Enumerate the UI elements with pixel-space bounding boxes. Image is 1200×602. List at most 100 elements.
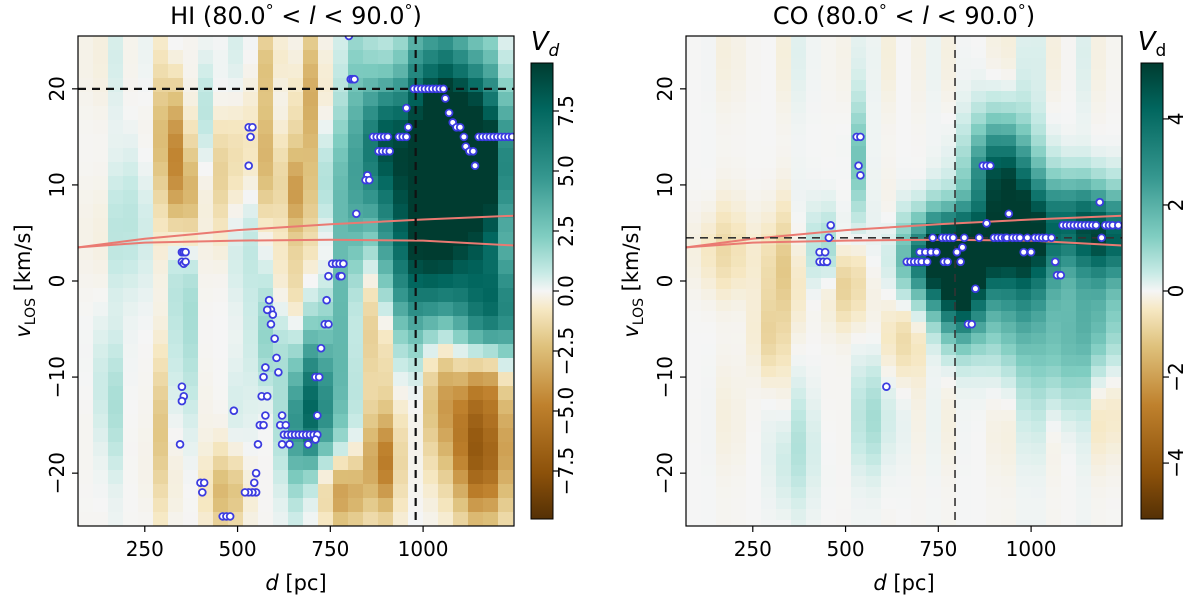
heatmap-cell — [716, 190, 732, 202]
heatmap-cell — [453, 78, 469, 93]
heatmap-cell — [213, 372, 229, 387]
heatmap-cell — [513, 470, 514, 485]
heatmap-cell — [1001, 377, 1017, 389]
heatmap-cell — [423, 470, 439, 485]
heatmap-cell — [213, 386, 229, 401]
peak-marker — [225, 512, 235, 521]
heatmap-cell — [896, 366, 912, 378]
heatmap-cell — [881, 146, 897, 158]
hi-title-l: l — [309, 2, 316, 30]
heatmap-cell — [393, 274, 409, 289]
heatmap-cell — [866, 256, 882, 268]
heatmap-cell — [108, 64, 124, 79]
heatmap-cell — [941, 36, 957, 48]
heatmap-cell — [896, 58, 912, 70]
heatmap-cell — [806, 36, 822, 48]
heatmap-cell — [228, 330, 244, 345]
heatmap-cell — [513, 498, 514, 513]
heatmap-cell — [513, 190, 514, 205]
heatmap-cell — [686, 300, 702, 312]
heatmap-cell — [1121, 201, 1122, 213]
heatmap-cell — [1031, 91, 1047, 103]
heatmap-cell — [821, 179, 837, 191]
heatmap-cell — [393, 386, 409, 401]
heatmap-cell — [78, 302, 94, 317]
heatmap-cell — [378, 162, 394, 177]
heatmap-cell — [731, 267, 747, 279]
heatmap-cell — [78, 148, 94, 163]
colorbar-tick-label: −7.5 — [554, 447, 578, 496]
heatmap-cell — [716, 476, 732, 488]
heatmap-cell — [1091, 157, 1107, 169]
heatmap-cell — [213, 400, 229, 415]
heatmap-cell — [821, 432, 837, 444]
heatmap-cell — [1061, 80, 1077, 92]
heatmap-cell — [453, 190, 469, 205]
heatmap-cell — [438, 456, 454, 471]
heatmap-cell — [1061, 399, 1077, 411]
heatmap-cell — [821, 388, 837, 400]
heatmap-cell — [941, 322, 957, 334]
heatmap-cell — [498, 316, 514, 331]
heatmap-cell — [716, 58, 732, 70]
heatmap-cell — [686, 432, 702, 444]
heatmap-cell — [1076, 190, 1092, 202]
heatmap-cell — [821, 443, 837, 455]
heatmap-cell — [971, 421, 987, 433]
heatmap-cell — [776, 388, 792, 400]
heatmap-cell — [1061, 366, 1077, 378]
heatmap-cell — [1061, 432, 1077, 444]
heatmap-cell — [1031, 476, 1047, 488]
heatmap-cell — [731, 410, 747, 422]
heatmap-cell — [896, 69, 912, 81]
x-tick-label: 250 — [734, 537, 772, 561]
heatmap-cell — [761, 36, 777, 48]
colorbar-tick-label: 2.5 — [554, 215, 578, 247]
heatmap-cell — [776, 157, 792, 169]
heatmap-cell — [468, 50, 484, 65]
hi-colorbar-title: Vd — [531, 27, 560, 61]
heatmap-cell — [761, 366, 777, 378]
heatmap-cell — [806, 421, 822, 433]
heatmap-cell — [483, 106, 499, 121]
heatmap-cell — [1106, 509, 1122, 521]
heatmap-cell — [1091, 179, 1107, 191]
heatmap-cell — [198, 260, 214, 275]
heatmap-cell — [198, 386, 214, 401]
heatmap-cell — [1076, 80, 1092, 92]
heatmap-cell — [866, 465, 882, 477]
heatmap-cell — [926, 190, 942, 202]
heatmap-cell — [138, 400, 154, 415]
heatmap-cell — [468, 176, 484, 191]
heatmap-cell — [716, 80, 732, 92]
heatmap-cell — [1091, 80, 1107, 92]
heatmap-cell — [438, 218, 454, 233]
heatmap-cell — [686, 91, 702, 103]
heatmap-cell — [1031, 146, 1047, 158]
heatmap-cell — [393, 512, 409, 526]
heatmap-cell — [153, 50, 169, 65]
heatmap-cell — [378, 442, 394, 457]
heatmap-cell — [243, 274, 259, 289]
heatmap-cell — [363, 456, 379, 471]
peak-marker — [1095, 197, 1105, 207]
heatmap-cell — [453, 64, 469, 79]
y-tick-label: 0 — [653, 275, 677, 288]
heatmap-cell — [746, 421, 762, 433]
heatmap-cell — [941, 333, 957, 345]
peak-marker — [259, 420, 268, 430]
peak-marker — [229, 406, 239, 416]
heatmap-cell — [806, 443, 822, 455]
heatmap-cell — [821, 399, 837, 411]
heatmap-cell — [776, 168, 792, 180]
heatmap-cell — [123, 274, 139, 289]
heatmap-cell — [138, 386, 154, 401]
heatmap-cell — [896, 509, 912, 521]
heatmap-cell — [686, 487, 702, 499]
peak-marker — [455, 122, 465, 132]
heatmap-cell — [183, 316, 199, 331]
heatmap-cell — [363, 190, 379, 205]
heatmap-cell — [1076, 432, 1092, 444]
heatmap-cell — [911, 476, 927, 488]
heatmap-cell — [896, 212, 912, 224]
